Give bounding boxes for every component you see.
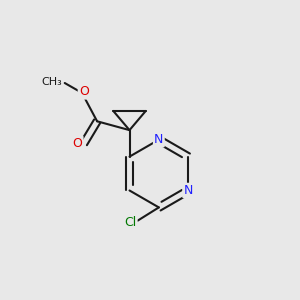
Text: N: N [154, 133, 164, 146]
Text: O: O [73, 137, 82, 150]
Text: N: N [184, 184, 193, 197]
Text: O: O [79, 85, 89, 98]
Text: Cl: Cl [124, 216, 136, 229]
Text: CH₃: CH₃ [41, 76, 62, 86]
